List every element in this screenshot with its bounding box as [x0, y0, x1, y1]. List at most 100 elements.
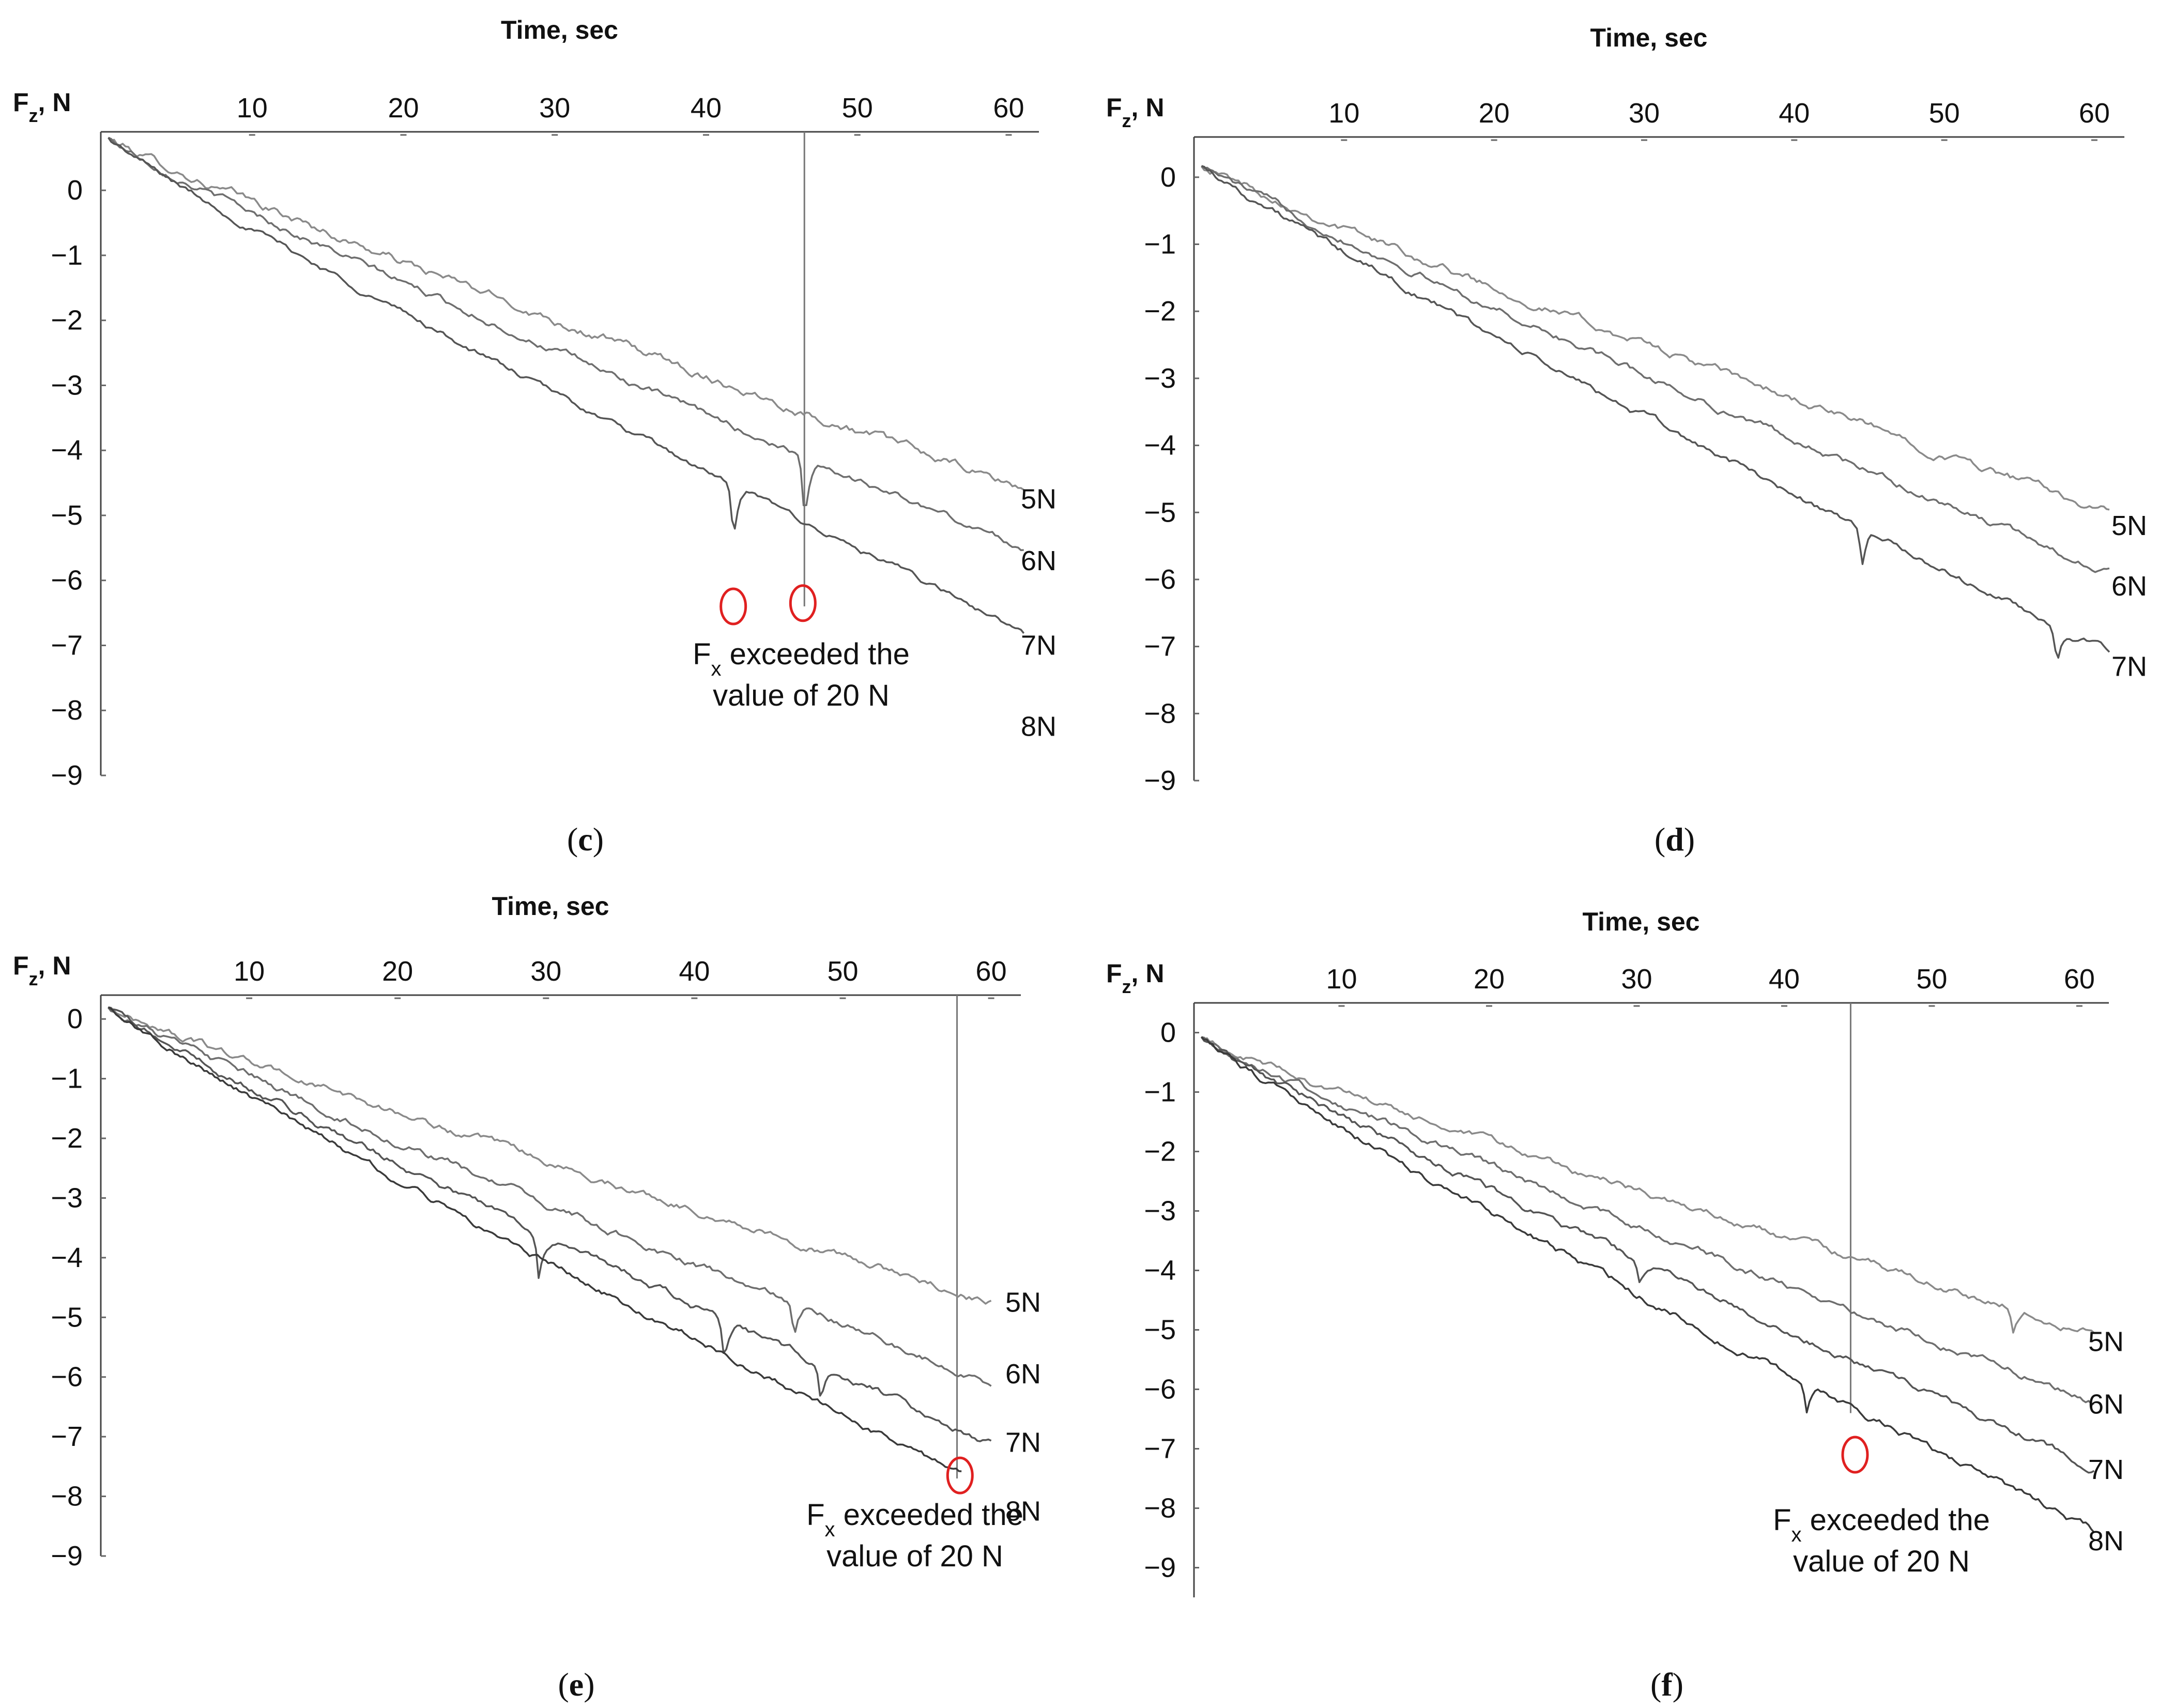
y-tick-label: 0 [67, 175, 83, 206]
x-tick-label: 10 [1328, 98, 1359, 129]
annotation-line-1: Fx exceeded the [693, 637, 910, 680]
y-tick-label: −4 [1144, 430, 1176, 461]
series-label: 7N [2111, 651, 2147, 682]
y-tick-label: −1 [1144, 229, 1176, 260]
y-tick-label: −7 [1144, 1433, 1176, 1465]
series-label: 5N [2088, 1326, 2124, 1358]
y-tick-label: −7 [51, 630, 83, 661]
y-tick-label: −2 [1144, 1136, 1176, 1167]
x-tick-label: 10 [234, 956, 265, 987]
series-line-7N [108, 137, 1025, 634]
x-tick-label: 60 [2064, 964, 2095, 995]
y-tick-label: −2 [51, 1123, 83, 1154]
y-tick-label: −3 [1144, 1196, 1176, 1227]
annotation-line-1: Fx exceeded the [1773, 1503, 1990, 1546]
y-tick-label: −9 [51, 760, 83, 791]
y-tick-label: −8 [1144, 698, 1176, 729]
highlight-circle [1841, 1436, 1869, 1474]
series-label: 8N [1021, 711, 1056, 742]
y-tick-label: −2 [51, 305, 83, 336]
y-tick-label: −1 [1144, 1077, 1176, 1108]
x-axis-title: Time, sec [492, 892, 609, 921]
y-tick-label: −5 [1144, 497, 1176, 528]
x-tick-label: 60 [993, 93, 1024, 124]
x-tick-label: 40 [679, 956, 710, 987]
series-line-5N [108, 136, 1024, 491]
chart-panel-f: Time, sec Fz, N 10 20 30 40 50 60 0 −1 −2 −3 −4 −5 −6 −… [1106, 907, 2124, 1703]
x-tick-label: 30 [1621, 964, 1652, 995]
x-axis-title: Time, sec [1582, 907, 1699, 936]
y-tick-label: −6 [51, 565, 83, 596]
y-tick-label: −8 [1144, 1493, 1176, 1524]
series-line-7N [1200, 1036, 2095, 1474]
y-tick-label: −5 [51, 1302, 83, 1333]
x-axis-title: Time, sec [501, 16, 618, 44]
panel-caption: (e) [558, 1666, 594, 1703]
highlight-circle [946, 1456, 974, 1494]
chart-panel-c: Time, sec Fz, N 10 20 30 40 50 60 0 −1 −2 −3 −4 −5 −6 −… [13, 16, 1056, 858]
x-tick-label: 60 [2079, 98, 2110, 129]
series-line-8N [108, 1006, 962, 1472]
series-line-5N [1201, 165, 2110, 511]
series-label: 7N [1021, 630, 1056, 661]
x-tick-label: 50 [1916, 964, 1947, 995]
y-tick-label: −7 [51, 1421, 83, 1452]
y-tick-label: −8 [51, 1481, 83, 1512]
y-tick-label: −3 [51, 370, 83, 401]
y-tick-label: −4 [51, 435, 83, 466]
x-tick-label: 40 [1769, 964, 1800, 995]
y-tick-label: 0 [67, 1003, 83, 1034]
y-tick-label: −7 [1144, 631, 1176, 662]
x-tick-label: 20 [1479, 98, 1510, 129]
annotation-line-2: value of 20 N [713, 679, 890, 712]
highlight-circle [789, 584, 817, 622]
y-tick-label: −6 [1144, 564, 1176, 595]
series-label: 6N [2111, 571, 2147, 602]
y-tick-label: −3 [1144, 363, 1176, 394]
x-tick-label: 20 [388, 93, 419, 124]
x-tick-label: 30 [539, 93, 570, 124]
y-tick-label: −8 [51, 695, 83, 726]
x-tick-label: 10 [237, 93, 268, 124]
series-line-8N [1201, 1036, 2095, 1533]
annotation-line-2: value of 20 N [1793, 1545, 1970, 1578]
series-line-6N [108, 136, 1024, 552]
y-tick-label: −1 [51, 240, 83, 271]
series-label: 5N [1005, 1287, 1041, 1318]
panel-caption: (f) [1650, 1666, 1683, 1703]
panel-caption: (d) [1655, 821, 1695, 858]
series-line-6N [1201, 1036, 2094, 1405]
x-axis-title: Time, sec [1590, 23, 1707, 52]
x-tick-label: 40 [691, 93, 722, 124]
series-line-7N [1201, 165, 2110, 659]
series-line-5N [1201, 1036, 2095, 1334]
highlight-circle [719, 587, 747, 626]
x-tick-label: 60 [976, 956, 1007, 987]
series-label: 6N [1021, 545, 1056, 576]
panel-caption: (c) [567, 821, 604, 858]
series-line-5N [108, 1006, 992, 1305]
x-tick-label: 20 [382, 956, 413, 987]
y-axis-title: Fz, N [1106, 959, 1164, 997]
y-tick-label: 0 [1160, 162, 1176, 193]
x-tick-label: 20 [1474, 964, 1505, 995]
x-tick-label: 30 [1629, 98, 1660, 129]
x-tick-label: 40 [1779, 98, 1810, 129]
series-label: 7N [2088, 1454, 2124, 1485]
x-tick-label: 50 [842, 93, 873, 124]
series-label: 8N [1005, 1496, 1041, 1527]
series-label: 6N [1005, 1359, 1041, 1390]
y-tick-label: −6 [1144, 1374, 1176, 1405]
series-label: 5N [1021, 484, 1056, 515]
y-tick-label: 0 [1160, 1017, 1176, 1048]
y-tick-label: −4 [51, 1242, 83, 1273]
y-axis-title: Fz, N [13, 951, 71, 989]
x-tick-label: 10 [1326, 964, 1357, 995]
y-tick-label: −5 [51, 500, 83, 531]
series-line-7N [108, 1006, 992, 1442]
y-tick-label: −2 [1144, 296, 1176, 327]
y-tick-label: −9 [1144, 765, 1176, 796]
series-line-6N [1201, 165, 2110, 573]
x-tick-label: 30 [530, 956, 561, 987]
